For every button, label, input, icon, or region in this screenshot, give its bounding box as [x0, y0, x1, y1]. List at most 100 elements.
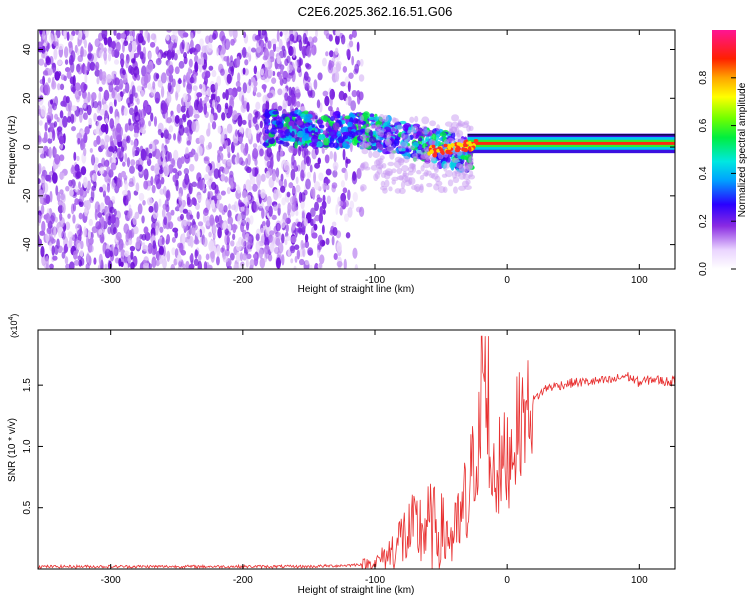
spectrogram-cell	[336, 241, 342, 253]
spectrogram-cell	[273, 189, 279, 201]
spectrogram-cell	[230, 181, 234, 190]
spectrogram-cell	[124, 250, 130, 257]
spectrogram-cell	[318, 124, 325, 129]
spectrogram-cell	[68, 179, 73, 187]
spectrogram-cell	[178, 158, 182, 170]
spectrogram-cell	[134, 105, 138, 117]
spectrogram-cell	[71, 105, 77, 112]
spectrogram-cell	[328, 125, 332, 133]
spectrogram-cell	[121, 105, 125, 116]
spectrogram-cell	[57, 199, 63, 207]
spectrogram-cell	[364, 126, 371, 133]
spectrogram-ytick-label: -40	[22, 237, 33, 252]
spectrogram-cell	[458, 185, 466, 191]
spectrogram-cell	[314, 262, 319, 269]
spectrogram-cell	[153, 116, 158, 127]
spectrogram-cell	[180, 105, 186, 113]
spectrogram-cell	[428, 139, 436, 146]
spectrogram-cell	[254, 35, 261, 41]
spectrogram-cell	[122, 189, 128, 196]
spectrogram-cell	[261, 208, 265, 219]
spectrogram-cell	[186, 230, 191, 240]
snr-plot: -300 -200 -100 0 100 0.5 1.0 1.5 Height of stra…	[7, 314, 676, 596]
spectrogram-cell	[128, 208, 133, 217]
spectrogram-cell	[347, 207, 353, 218]
spectrogram-cell	[294, 197, 298, 205]
spectrogram-cell	[188, 163, 195, 172]
snr-background	[38, 330, 675, 569]
spectrogram-cell	[53, 48, 58, 60]
spectrogram-cell	[349, 200, 355, 210]
spectrogram-cell	[267, 40, 272, 50]
spectrogram-cell	[54, 216, 58, 223]
spectrogram-cell	[221, 46, 226, 56]
spectrogram-cell	[188, 132, 192, 142]
spectrogram-cell	[292, 186, 296, 194]
spectrogram-cell	[348, 72, 354, 79]
spectrogram-cell	[297, 227, 303, 235]
spectrogram-cell	[128, 42, 133, 53]
spectrogram-cell	[73, 259, 80, 266]
spectrogram-cell	[340, 180, 345, 188]
spectrogram-cell	[322, 194, 326, 203]
spectrogram-cell	[246, 221, 250, 231]
colorbar-tick-label: 0.2	[698, 214, 709, 228]
spectrogram-cell	[220, 173, 226, 182]
spectrogram-cell	[46, 227, 52, 235]
spectrogram-cell	[223, 128, 228, 139]
spectrogram-cell	[124, 30, 130, 37]
spectrogram-cell	[216, 161, 221, 169]
spectrogram-cell	[63, 30, 67, 38]
spectrogram-cell	[86, 104, 92, 116]
spectrogram-cell	[67, 100, 73, 112]
spectrogram-cell	[47, 137, 53, 144]
spectrogram-cell	[394, 136, 401, 141]
spectrogram-cell	[175, 82, 181, 94]
spectrogram-cell	[38, 120, 43, 126]
snr-xtick-label: -200	[233, 575, 253, 586]
spectrogram-cell	[107, 52, 112, 62]
spectrogram-cell	[248, 127, 252, 140]
spectrogram-cell	[45, 56, 51, 66]
spectrogram-cell	[43, 151, 47, 159]
spectrogram-cell	[118, 243, 122, 253]
spectrogram-cell	[411, 125, 419, 133]
spectrogram-cell	[342, 187, 348, 194]
spectrogram-cell	[48, 146, 52, 159]
spectrogram-cell	[113, 208, 117, 217]
spectrogram-cell	[159, 226, 164, 233]
spectrogram-cell	[38, 58, 45, 66]
spectrogram-cell	[358, 141, 367, 150]
spectrogram-cell	[124, 180, 128, 192]
spectrogram-cell	[202, 237, 208, 248]
spectrogram-cell	[161, 147, 166, 159]
spectrogram-cell	[400, 181, 406, 189]
spectrogram-cell	[303, 71, 309, 81]
spectrogram-cell	[238, 199, 242, 208]
spectrogram-cell	[165, 189, 171, 202]
spectrogram-cell	[293, 265, 297, 269]
spectrogram-cell	[244, 142, 249, 155]
spectrogram-cell	[147, 64, 153, 70]
spectrogram-cell	[339, 206, 343, 216]
spectrogram-cell	[191, 120, 197, 133]
spectrogram-cell	[272, 110, 279, 115]
spectrogram-cell	[263, 84, 267, 93]
spectrogram-cell	[304, 36, 309, 45]
spectrogram-cell	[387, 161, 395, 167]
spectrogram-cell	[114, 257, 120, 264]
spectrogram-cell	[116, 32, 122, 40]
spectrogram-cell	[87, 229, 91, 240]
spectrogram-cell	[341, 120, 346, 124]
spectrogram-cell	[370, 164, 378, 171]
spectrogram-cell	[74, 198, 79, 205]
spectrogram-cell	[150, 176, 154, 187]
spectrogram-cell	[152, 240, 156, 249]
spectrogram-cell	[181, 113, 187, 121]
spectrogram-cell	[172, 42, 177, 49]
spectrogram-cell	[172, 174, 177, 183]
spectrogram-cell	[89, 61, 96, 71]
spectrogram-cell	[222, 255, 229, 263]
spectrogram-cell	[54, 113, 59, 120]
spectrogram-cell	[49, 190, 53, 203]
